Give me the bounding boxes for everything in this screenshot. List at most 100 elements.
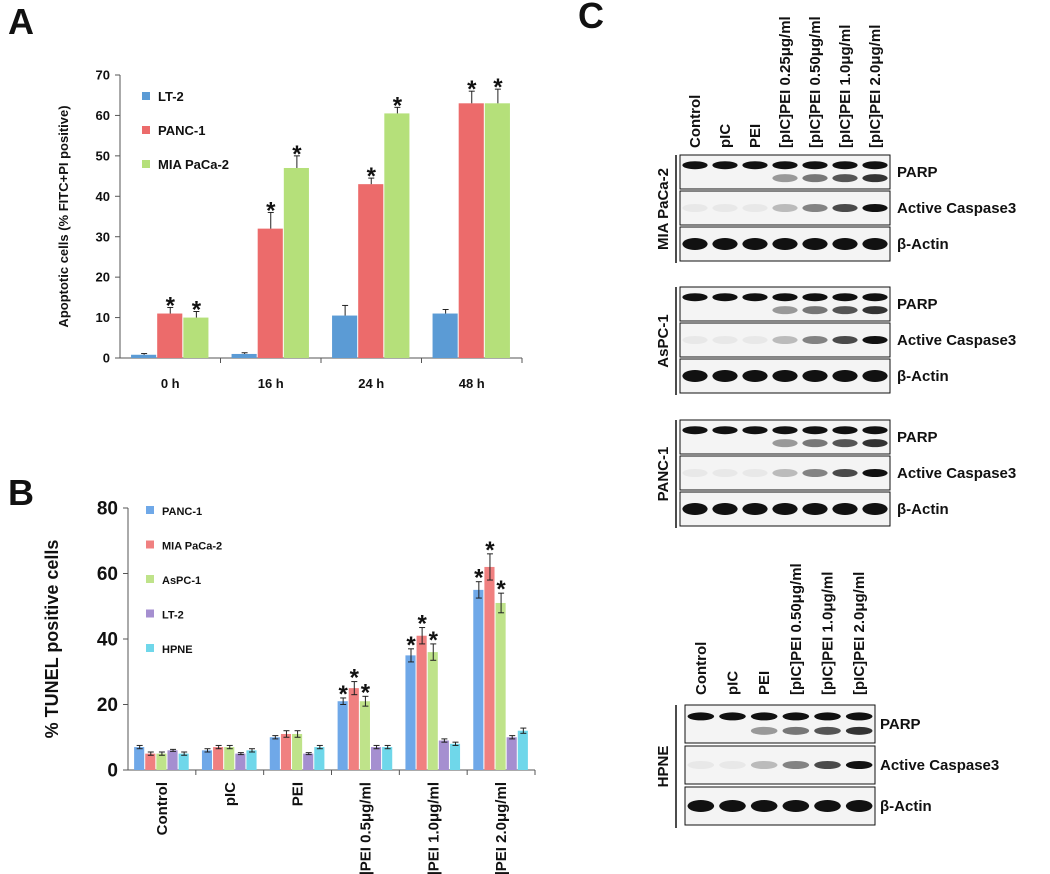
bar: [358, 184, 384, 358]
band: [802, 503, 828, 515]
band: [862, 161, 888, 170]
band: [862, 174, 888, 183]
band: [742, 469, 768, 477]
band: [862, 293, 888, 302]
bar: [449, 743, 461, 770]
legend-swatch: [146, 609, 154, 618]
band: [782, 712, 810, 721]
error-bar: [408, 648, 415, 663]
bar: [257, 228, 283, 358]
band: [814, 761, 841, 769]
legend-swatch: [146, 644, 154, 652]
blot-box: [679, 419, 891, 455]
band: [832, 336, 858, 344]
band: [832, 204, 858, 212]
band: [719, 712, 746, 721]
band-label: Active Caspase3: [897, 465, 1016, 482]
band: [802, 370, 828, 382]
blot-box: [684, 745, 876, 785]
lane-label: [pIC]PEI 2.0μg/ml: [851, 572, 868, 695]
band: [772, 503, 798, 515]
error-bar: [158, 751, 165, 756]
y-tick-label: 30: [96, 229, 110, 244]
error-bar: [147, 751, 154, 756]
band-label: β-Actin: [897, 368, 949, 385]
cell-line-label: AsPC-1: [655, 314, 672, 367]
band: [712, 161, 738, 170]
error-bar: [267, 211, 274, 229]
significance-mark: *: [467, 76, 477, 103]
significance-mark: *: [192, 297, 202, 324]
error-bar: [305, 752, 312, 756]
bar: [332, 315, 358, 358]
band-label: Active Caspase3: [880, 757, 999, 774]
legend-swatch: [146, 540, 154, 549]
error-bar: [193, 311, 200, 318]
bar: [348, 688, 359, 770]
legend-swatch: [142, 92, 150, 100]
band: [862, 238, 888, 250]
band-label: β-Actin: [880, 798, 932, 815]
error-bar: [293, 155, 300, 168]
bar: [157, 313, 183, 358]
blot-box: [679, 286, 891, 322]
error-bar: [340, 697, 347, 705]
band: [712, 204, 738, 212]
band: [802, 469, 828, 477]
band: [682, 204, 708, 212]
y-tick-label: 20: [96, 270, 110, 285]
bar: [314, 747, 325, 770]
band: [772, 370, 798, 382]
significance-mark: *: [417, 611, 427, 638]
band: [832, 439, 858, 448]
lane-label: PEI: [756, 671, 773, 695]
bar: [473, 589, 484, 770]
lane-label: [pIC]PEI 1.0μg/ml: [820, 572, 837, 695]
bar: [292, 733, 303, 770]
legend-label: MIA PaCa-2: [162, 541, 222, 553]
band-label: β-Actin: [897, 501, 949, 518]
band: [742, 293, 768, 302]
lane-label: [pIC]PEI 0.25μg/ml: [777, 16, 794, 148]
error-bar: [283, 730, 290, 738]
cell-line-label: HPNE: [655, 746, 672, 788]
y-axis-label: Apoptotic cells (% FITC+PI positive): [56, 105, 71, 327]
band: [802, 238, 828, 250]
error-bar: [419, 627, 426, 645]
significance-mark: *: [266, 197, 276, 224]
band: [687, 800, 715, 812]
band: [750, 712, 778, 721]
band: [772, 204, 798, 212]
cell-line-label: MIA PaCa-2: [655, 168, 672, 250]
bar: [201, 750, 213, 770]
significance-mark: *: [367, 163, 377, 190]
band: [712, 426, 738, 435]
band: [862, 370, 888, 382]
significance-mark: *: [429, 627, 439, 654]
blot-box: [684, 786, 876, 826]
legend-swatch: [142, 160, 150, 168]
error-bar: [167, 306, 174, 314]
band: [862, 439, 888, 448]
blot-box: [684, 704, 876, 744]
y-tick-label: 0: [107, 761, 118, 782]
error-bar: [136, 744, 143, 750]
error-bar: [204, 748, 211, 753]
legend-label: LT-2: [158, 89, 184, 104]
band: [772, 174, 798, 183]
panel-label: A: [8, 1, 34, 42]
band: [862, 469, 888, 477]
bar: [484, 566, 495, 770]
band: [814, 726, 841, 735]
bar: [145, 753, 156, 770]
significance-mark: *: [485, 537, 495, 564]
band: [782, 726, 810, 735]
bar: [303, 753, 314, 770]
band: [712, 469, 738, 477]
error-bar: [486, 553, 493, 581]
legend-swatch: [142, 126, 150, 134]
band: [742, 370, 768, 382]
band: [682, 469, 708, 477]
bar: [438, 740, 449, 770]
